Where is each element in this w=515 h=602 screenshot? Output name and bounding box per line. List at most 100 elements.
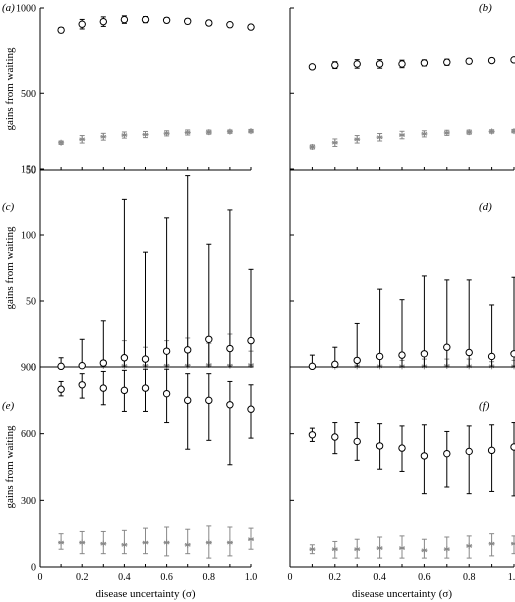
panel-d: (d) <box>289 168 515 371</box>
y-tick-label: 300 <box>21 496 36 507</box>
data-point-circle <box>398 351 406 359</box>
data-point-asterisk <box>248 128 254 135</box>
data-point-asterisk <box>376 134 383 141</box>
data-point-asterisk <box>142 131 149 138</box>
data-point-circle <box>443 343 451 351</box>
data-point-circle <box>99 17 108 26</box>
x-tick-label: 0.4 <box>373 572 386 583</box>
data-point-circle <box>247 336 255 345</box>
data-point-asterisk <box>511 128 515 135</box>
data-point-asterisk <box>205 539 212 546</box>
x-tick-label: 0.2 <box>329 572 342 583</box>
y-tick-label: 50 <box>26 166 36 177</box>
x-axis-label: disease uncertainty (σ) <box>352 588 452 600</box>
data-point-circle <box>226 344 234 353</box>
data-point-circle <box>308 362 317 371</box>
panel-label: (d) <box>479 201 492 213</box>
data-point-circle <box>443 449 451 458</box>
data-point-circle <box>57 362 65 371</box>
panel-a: (a) 50 500 1000 gains from waiting <box>2 2 255 177</box>
panel-label: (f) <box>479 400 490 412</box>
data-point-circle <box>247 405 255 413</box>
data-point-asterisk <box>205 129 212 136</box>
data-point-asterisk <box>399 545 405 552</box>
data-point-circle <box>353 60 361 68</box>
data-point-asterisk <box>511 540 515 547</box>
data-point-circle <box>141 384 150 392</box>
panel-f: (f) 0 0.2 0.4 0.6 0.8 1.0 disease uncertainty (… <box>288 366 515 600</box>
data-point-circle <box>184 17 192 26</box>
data-point-circle <box>375 60 384 68</box>
y-tick-label: 0 <box>31 563 36 574</box>
data-point-circle <box>353 356 361 365</box>
data-point-circle <box>141 15 150 24</box>
data-point-circle <box>375 352 384 361</box>
data-point-asterisk <box>58 539 65 546</box>
data-point-asterisk <box>354 546 361 553</box>
panel-label: (e) <box>2 400 15 412</box>
data-point-asterisk <box>121 541 128 548</box>
data-point-circle <box>78 361 86 370</box>
x-tick-label: 0.2 <box>76 572 89 583</box>
data-point-circle <box>465 348 473 357</box>
y-axis-label: gains from waiting <box>4 425 16 509</box>
data-point-circle <box>308 431 317 439</box>
data-point-asterisk <box>309 143 316 150</box>
data-point-asterisk <box>421 130 428 137</box>
data-point-circle <box>205 335 213 343</box>
data-point-circle <box>398 60 406 68</box>
panel-c: (c) 0 50 100 150 gains from waiting <box>2 165 255 374</box>
data-point-circle <box>162 347 171 355</box>
data-point-asterisk <box>488 128 495 135</box>
data-point-circle <box>331 61 339 69</box>
data-point-asterisk <box>79 539 86 546</box>
data-point-asterisk <box>163 130 170 137</box>
data-point-circle <box>420 350 429 358</box>
x-tick-label: 0.8 <box>203 572 216 583</box>
data-point-asterisk <box>466 129 473 136</box>
data-point-circle <box>99 359 108 367</box>
panel-label: (b) <box>479 2 492 14</box>
data-point-circle <box>487 352 496 361</box>
data-point-circle <box>331 433 339 441</box>
y-tick-label: 500 <box>21 89 36 100</box>
data-point-asterisk <box>421 547 428 554</box>
data-point-asterisk <box>142 539 149 546</box>
data-point-circle <box>375 442 384 450</box>
data-point-circle <box>487 56 496 65</box>
x-tick-label: 0.6 <box>160 572 173 583</box>
x-tick-label: 0.4 <box>118 572 131 583</box>
data-point-asterisk <box>354 136 361 143</box>
data-point-asterisk <box>331 546 338 553</box>
data-point-circle <box>205 19 213 27</box>
data-point-asterisk <box>376 545 383 552</box>
data-point-asterisk <box>79 136 86 143</box>
data-point-circle <box>57 385 65 393</box>
data-point-circle <box>510 56 515 64</box>
y-tick-label: 900 <box>21 363 36 374</box>
data-point-circle <box>308 63 317 71</box>
data-point-asterisk <box>331 139 338 146</box>
y-tick-label: 150 <box>21 165 36 176</box>
y-tick-label: 0 <box>31 363 36 374</box>
data-point-asterisk <box>58 139 65 146</box>
data-point-circle <box>184 396 192 405</box>
y-axis-label: gains from waiting <box>4 226 16 310</box>
y-tick-label: 100 <box>21 231 36 242</box>
data-point-circle <box>510 443 515 451</box>
data-point-circle <box>205 396 213 405</box>
data-point-asterisk <box>226 539 233 546</box>
data-point-circle <box>141 355 150 363</box>
data-point-circle <box>184 346 192 354</box>
data-point-circle <box>162 16 171 24</box>
data-point-circle <box>99 384 108 392</box>
data-point-circle <box>78 20 86 28</box>
data-point-circle <box>162 389 171 398</box>
data-point-circle <box>226 401 234 409</box>
data-point-asterisk <box>443 129 450 136</box>
data-point-asterisk <box>121 132 128 139</box>
data-point-asterisk <box>443 546 450 553</box>
data-point-asterisk <box>100 540 107 547</box>
data-point-asterisk <box>184 541 191 548</box>
